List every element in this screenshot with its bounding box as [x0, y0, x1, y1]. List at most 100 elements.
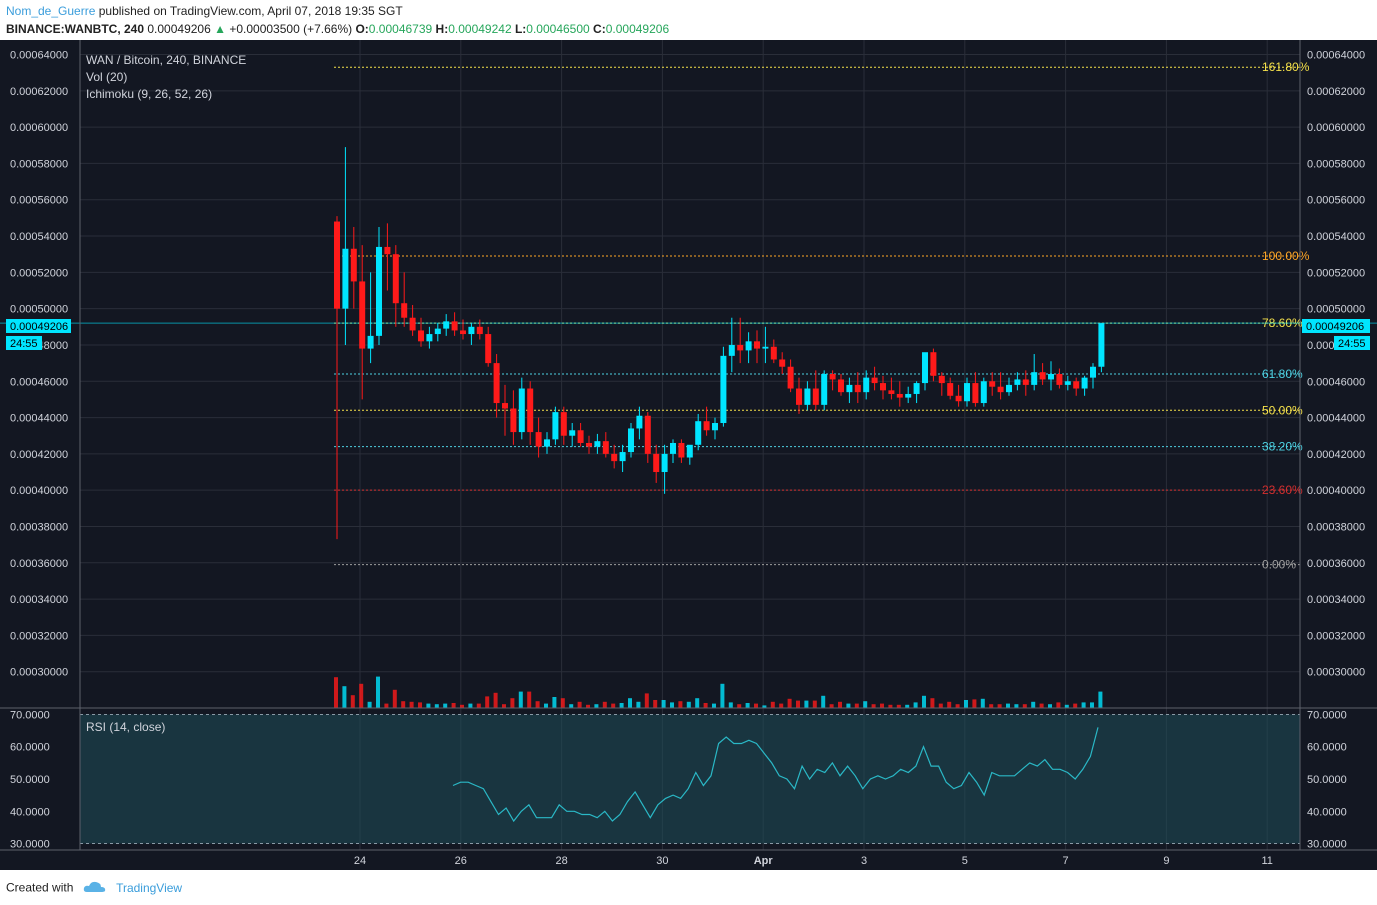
- candle-body: [376, 246, 382, 336]
- candle-body: [905, 393, 912, 398]
- volume-bar: [896, 704, 901, 708]
- y-tick-label-left: 0.00036000: [10, 558, 68, 570]
- volume-bar: [728, 702, 733, 708]
- candle-body: [460, 330, 466, 335]
- y-tick-label-right: 0.00058000: [1307, 158, 1365, 170]
- y-tick-label-left: 0.00056000: [10, 195, 68, 207]
- candle-body: [510, 408, 517, 433]
- candle-body: [804, 388, 811, 405]
- rsi-tick-label-right: 70.0000: [1307, 709, 1347, 721]
- volume-bar: [686, 701, 691, 708]
- candle-body: [1056, 374, 1063, 385]
- candle-body: [451, 321, 458, 331]
- y-tick-label-right: 0.00064000: [1307, 50, 1365, 62]
- publish-info: Nom_de_Guerre published on TradingView.c…: [6, 4, 403, 18]
- volume-bar: [392, 689, 397, 708]
- x-tick-label: 5: [962, 855, 968, 867]
- ichimoku-legend: Ichimoku (9, 26, 52, 26): [86, 87, 212, 101]
- volume-bar: [527, 691, 532, 708]
- volume-bar: [854, 703, 859, 708]
- volume-bar: [1056, 702, 1061, 708]
- candle-body: [972, 383, 979, 404]
- volume-bar: [964, 700, 968, 708]
- candle-body: [476, 326, 483, 335]
- candle-body: [586, 442, 592, 447]
- axes: 0.00064000 0.00064000 0.00062000 0.00062000…: [0, 40, 1377, 867]
- candle-body: [392, 254, 399, 304]
- candle-body: [737, 344, 744, 351]
- volume-bar: [485, 696, 490, 708]
- candle-body: [821, 374, 828, 405]
- volume-bar: [779, 703, 784, 708]
- y-tick-label-right: 0.00030000: [1307, 667, 1365, 679]
- rsi-legend: RSI (14, close): [86, 720, 165, 734]
- volume-bar: [804, 700, 809, 708]
- price-badge-right-text: 0.00049206: [1306, 321, 1364, 333]
- y-tick-label-right: 0.00034000: [1307, 594, 1365, 606]
- volume-bar: [451, 703, 456, 708]
- x-tick-label: 28: [555, 855, 567, 867]
- candle-body: [871, 377, 878, 384]
- close-value: 0.00049206: [605, 22, 670, 36]
- y-tick-label-right: 0.00046000: [1307, 376, 1365, 388]
- tradingview-link[interactable]: TradingView: [116, 880, 183, 895]
- x-tick-label: 24: [354, 855, 366, 867]
- open-value: 0.00046739: [368, 22, 433, 36]
- y-tick-label-right: 0.00038000: [1307, 521, 1365, 533]
- volume-bar: [871, 704, 876, 708]
- volume-bar: [376, 676, 380, 708]
- y-tick-label-right: 0.00062000: [1307, 86, 1365, 98]
- rsi-tick-label-right: 50.0000: [1307, 774, 1347, 786]
- y-tick-label-right: 0.00042000: [1307, 449, 1365, 461]
- candle-body: [628, 428, 634, 453]
- chart-canvas[interactable]: 161.80%100.00%78.60%61.80%50.00%38.20%23…: [0, 40, 1377, 870]
- volume-bar: [922, 695, 926, 708]
- rsi-tick-label-right: 60.0000: [1307, 742, 1347, 754]
- x-tick-label: 11: [1261, 855, 1272, 867]
- x-tick-label: Apr: [754, 855, 774, 867]
- fib-level-label: 50.00%: [1262, 403, 1303, 417]
- y-tick-label-right: 0.00052000: [1307, 267, 1365, 279]
- volume-bar: [1064, 704, 1069, 708]
- volume-bar: [342, 686, 347, 708]
- candle-body: [619, 452, 626, 462]
- candle-body: [611, 453, 618, 462]
- y-tick-label-left: 0.00044000: [10, 413, 68, 425]
- footer: Created with TradingView: [6, 880, 182, 897]
- candle-body: [829, 374, 836, 380]
- candle-body: [1014, 379, 1021, 385]
- volume-bar: [535, 701, 540, 708]
- volume-bar: [947, 701, 952, 708]
- candle-body: [922, 352, 928, 384]
- candle-body: [779, 359, 786, 367]
- y-tick-label-left: 0.00030000: [10, 667, 68, 679]
- candle-body: [989, 381, 996, 387]
- candle-body: [703, 421, 710, 431]
- y-tick-label-right: 0.00044000: [1307, 413, 1365, 425]
- volume-bar: [510, 698, 515, 708]
- countdown-badge-left: [6, 336, 42, 350]
- fib-level-label: 100.00%: [1262, 249, 1310, 263]
- price-change: +0.00003500 (+7.66%): [229, 22, 353, 36]
- volume-bar: [1090, 702, 1094, 708]
- low-value: 0.00046500: [526, 22, 590, 36]
- volume-bar: [989, 704, 994, 708]
- publish-text: published on TradingView.com, April 07, …: [98, 4, 403, 18]
- candle-body: [1048, 374, 1054, 380]
- volume-bar: [997, 704, 1002, 708]
- candle-body: [1039, 372, 1046, 380]
- volume-legend: Vol (20): [86, 70, 127, 84]
- candle-body: [1090, 366, 1096, 378]
- candle-body: [930, 352, 937, 376]
- rsi-tick-label-right: 40.0000: [1307, 806, 1347, 818]
- candle-body: [913, 383, 920, 394]
- volume-bar: [560, 698, 565, 708]
- candle-body: [770, 346, 777, 360]
- last-price: 0.00049206: [147, 22, 211, 36]
- candle-body: [846, 384, 853, 393]
- x-tick-label: 30: [656, 855, 668, 867]
- volume-bar: [938, 703, 943, 708]
- author-link[interactable]: Nom_de_Guerre: [6, 4, 96, 18]
- volume-bar: [821, 695, 826, 708]
- chart-title: WAN / Bitcoin, 240, BINANCE: [86, 53, 246, 67]
